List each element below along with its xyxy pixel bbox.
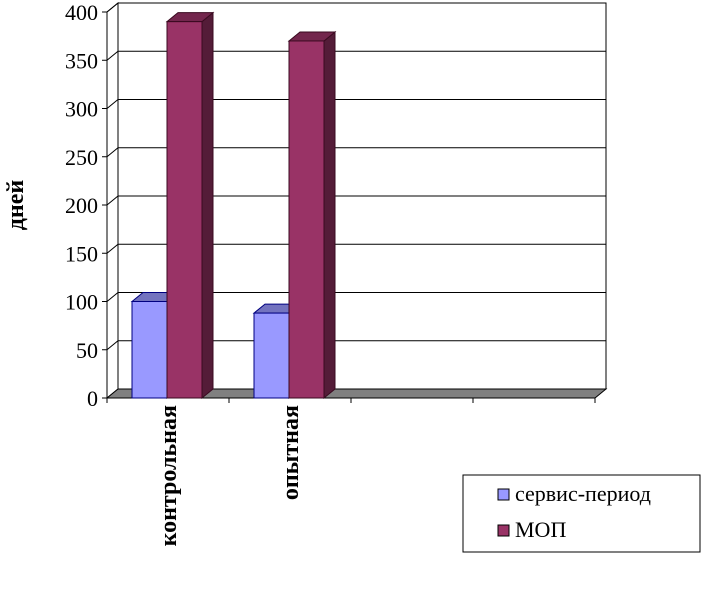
legend: сервис-период МОП — [462, 474, 701, 553]
bar-side — [323, 30, 336, 400]
legend-box — [462, 474, 701, 553]
bar-front — [131, 301, 168, 399]
bar-mop — [165, 11, 215, 400]
bar-front — [253, 312, 290, 399]
gridline — [106, 50, 606, 61]
x-category-label: контрольная — [156, 405, 182, 546]
y-tick-label: 0 — [87, 386, 98, 411]
legend-swatch — [497, 524, 510, 537]
y-tick-label: 400 — [65, 0, 98, 25]
gridline — [106, 99, 606, 109]
y-axis-label: дней — [3, 180, 29, 231]
y-tick-label: 350 — [65, 48, 98, 73]
gridline — [106, 147, 606, 158]
bar-front — [288, 40, 325, 399]
gridline — [106, 195, 606, 206]
y-tick-label: 200 — [65, 193, 98, 218]
bar-side — [201, 11, 214, 400]
y-tick-label: 250 — [65, 145, 98, 170]
legend-label: МОП — [515, 517, 566, 542]
y-tick-label: 50 — [76, 338, 98, 363]
y-tick-label: 100 — [65, 290, 98, 315]
gridline — [106, 292, 606, 302]
gridline — [106, 243, 606, 254]
x-category-label: опытная — [278, 405, 304, 500]
legend-swatch — [497, 488, 510, 501]
y-tick-label: 150 — [65, 241, 98, 266]
bar-mop — [287, 30, 337, 400]
y-tick-label: 300 — [65, 97, 98, 122]
gridline — [106, 340, 606, 351]
gridline — [106, 2, 606, 13]
legend-label: сервис-период — [515, 481, 651, 506]
bar-front — [166, 21, 203, 399]
